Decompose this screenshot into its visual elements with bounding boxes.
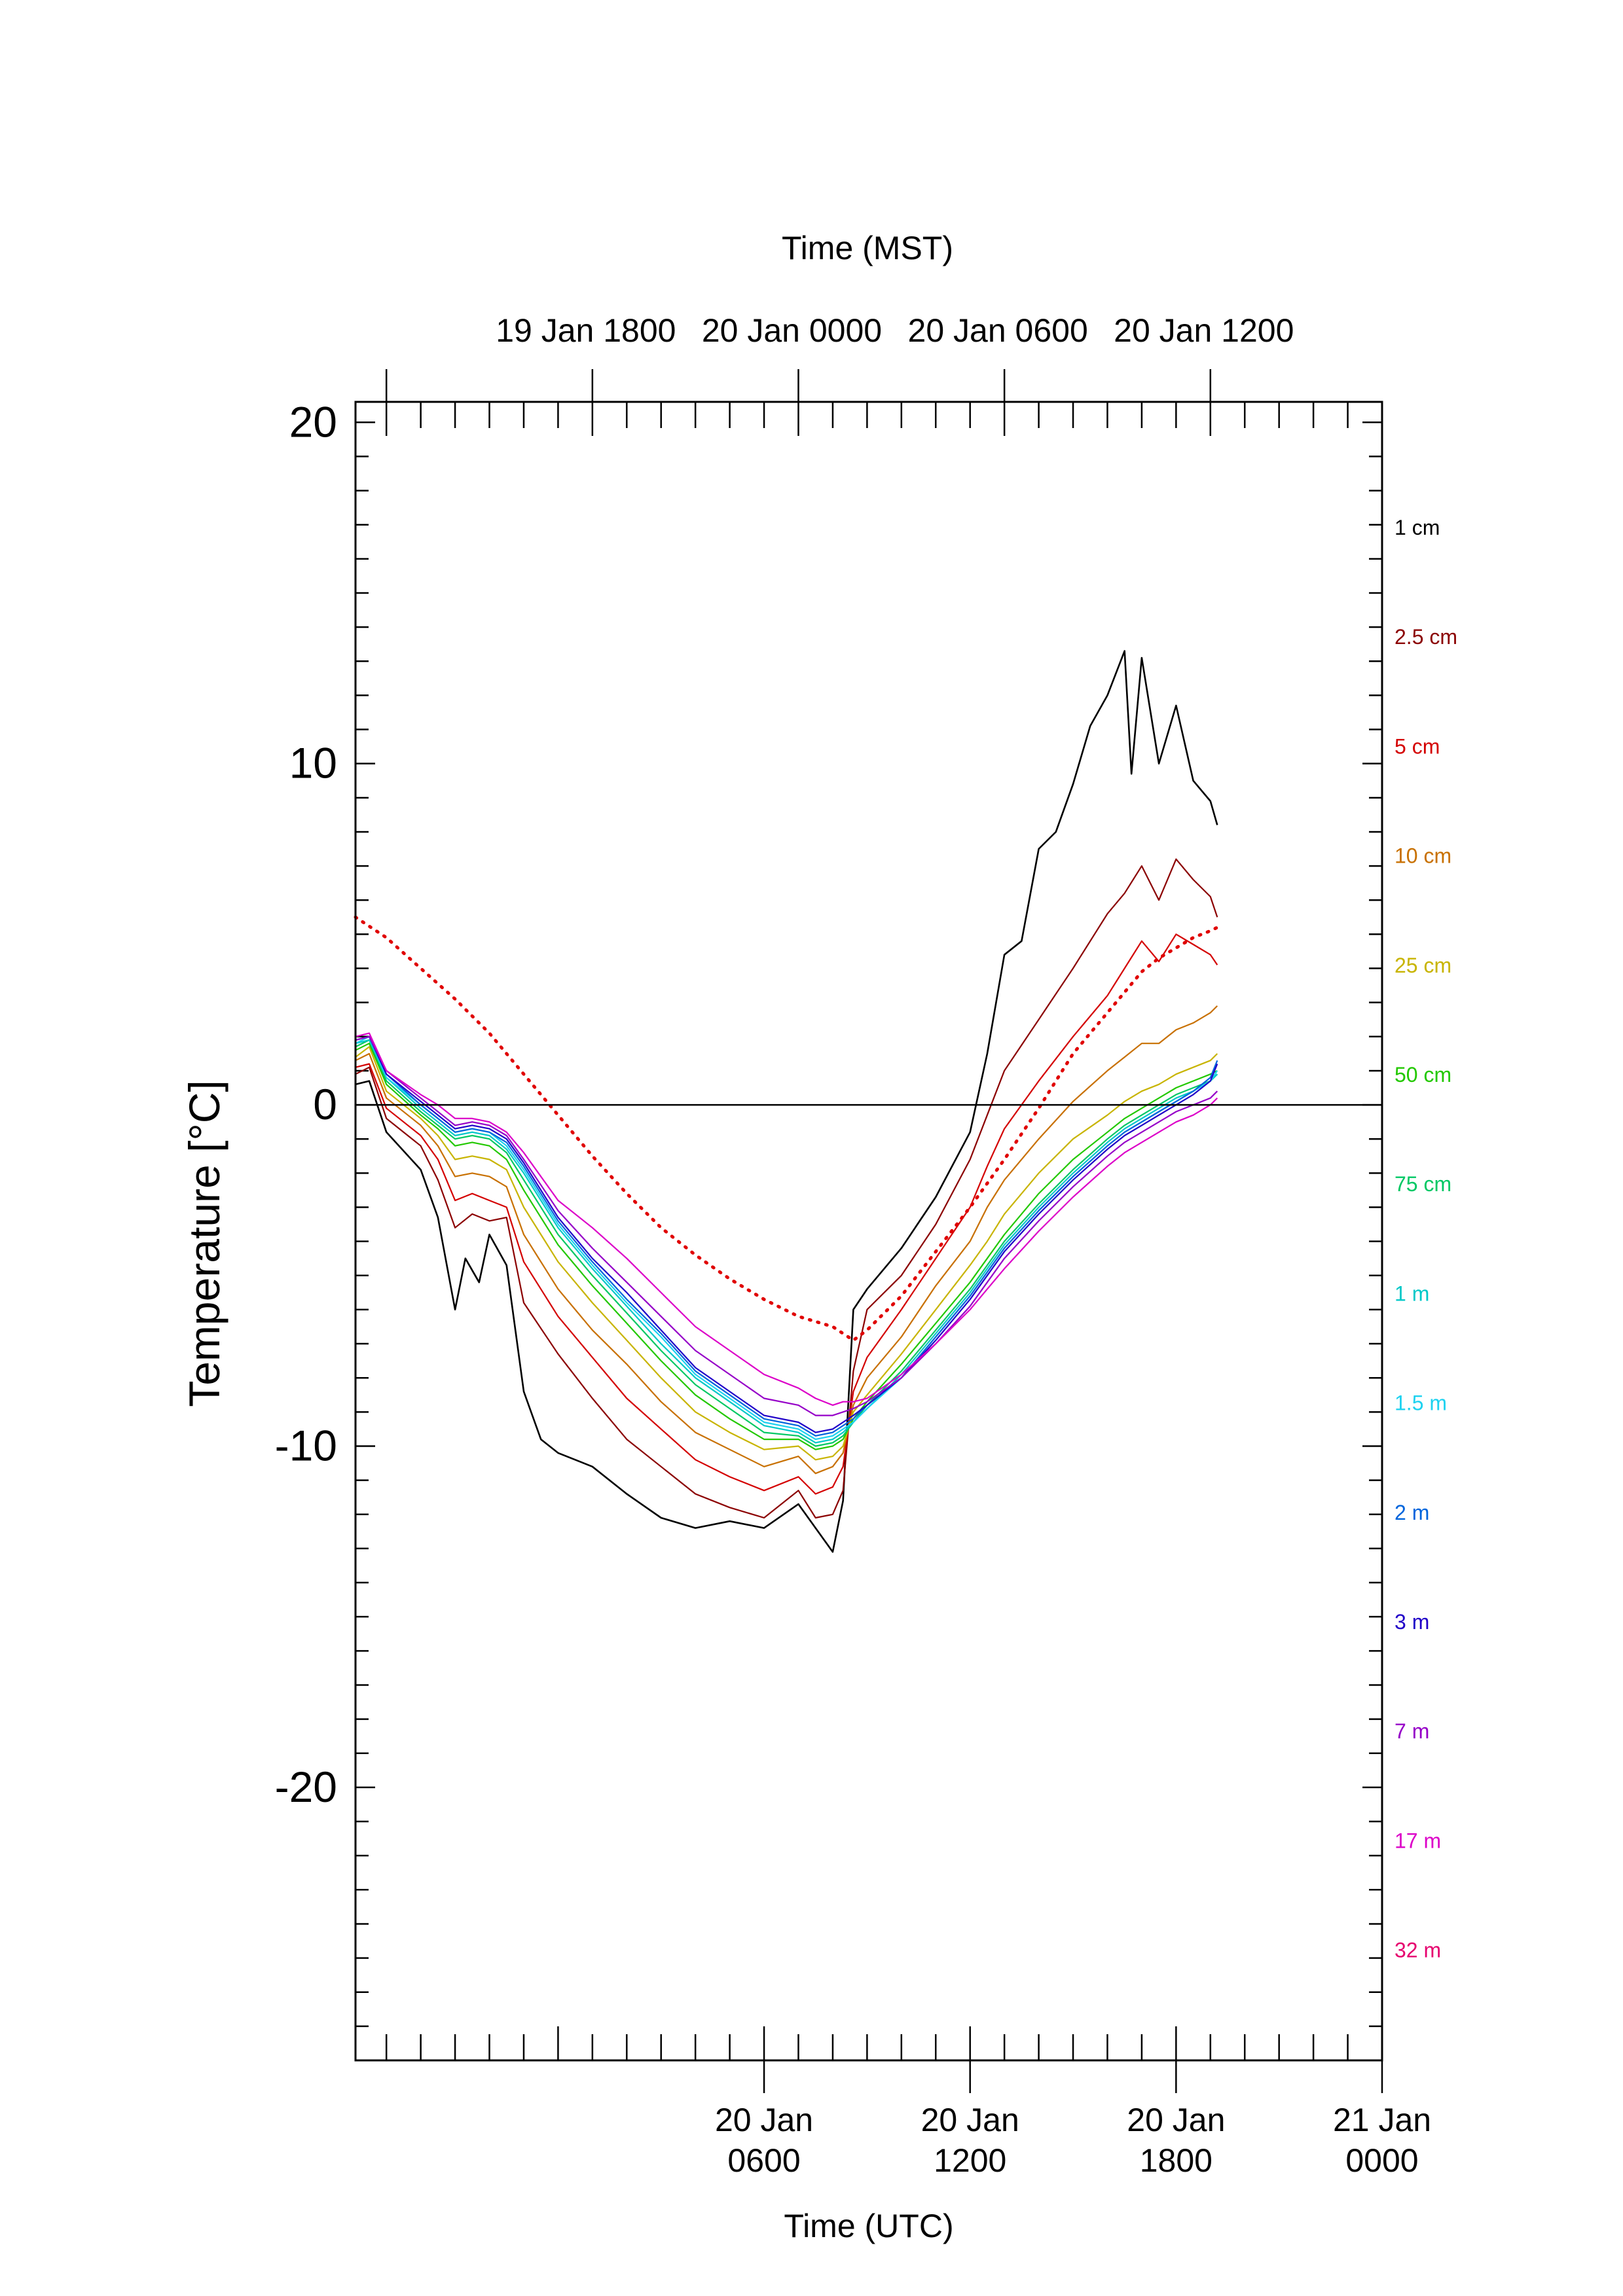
top-tick-labels: 19 Jan 1800 20 Jan 0000 20 Jan 0600 20 Jan … bbox=[496, 312, 1294, 349]
series-line bbox=[355, 1043, 1218, 1450]
bottom-tick-label-time: 0000 bbox=[1345, 2142, 1418, 2179]
legend-entry: 1 cm bbox=[1395, 516, 1440, 539]
bottom-tick-labels: 20 Jan 0600 20 Jan 1200 20 Jan 1800 21 Jan 0000 bbox=[715, 2102, 1431, 2179]
top-axis-title: Time (MST) bbox=[782, 230, 953, 266]
bottom-tick-label-date: 20 Jan bbox=[715, 2102, 813, 2138]
bottom-tick-label-time: 0600 bbox=[727, 2142, 800, 2179]
bottom-tick-label-date: 20 Jan bbox=[921, 2102, 1019, 2138]
legend-entry: 5 cm bbox=[1395, 734, 1440, 758]
bottom-tick-label-time: 1800 bbox=[1140, 2142, 1213, 2179]
y-tick-label: 10 bbox=[289, 739, 337, 787]
series-line bbox=[354, 915, 1219, 1342]
bottom-axis-title: Time (UTC) bbox=[784, 2208, 953, 2244]
series-line bbox=[355, 1035, 1218, 1437]
legend-entry: 3 m bbox=[1395, 1610, 1429, 1634]
series-line bbox=[355, 1035, 1218, 1441]
series-line bbox=[355, 650, 1218, 1553]
legend-entry: 2 m bbox=[1395, 1501, 1429, 1524]
series-line bbox=[355, 1039, 1218, 1447]
legend-entry: 10 cm bbox=[1395, 844, 1451, 868]
y-tick-label: -20 bbox=[275, 1763, 337, 1811]
series-line bbox=[355, 1035, 1218, 1416]
legend: 1 cm 2.5 cm 5 cm 10 cm 25 cm 50 cm 75 cm 1 m 1.5… bbox=[1395, 516, 1457, 1962]
y-tick-label: 20 bbox=[289, 397, 337, 446]
y-tick-labels: 20 10 0 -10 -20 bbox=[275, 397, 337, 1811]
legend-entry: 2.5 cm bbox=[1395, 625, 1457, 649]
top-tick-label: 19 Jan 1800 bbox=[496, 312, 676, 349]
top-tick-label: 20 Jan 1200 bbox=[1114, 312, 1294, 349]
series-line bbox=[355, 1039, 1218, 1444]
plot-frame bbox=[354, 401, 1383, 2062]
y-tick-label: 0 bbox=[313, 1080, 337, 1128]
bottom-tick-label-date: 20 Jan bbox=[1127, 2102, 1225, 2138]
legend-entry: 75 cm bbox=[1395, 1172, 1451, 1196]
legend-entry: 25 cm bbox=[1395, 954, 1451, 977]
y-axis-title: Temperature [°C] bbox=[180, 1080, 228, 1407]
series-line bbox=[355, 1046, 1218, 1461]
top-tick-label: 20 Jan 0600 bbox=[908, 312, 1088, 349]
bottom-tick-label-time: 1200 bbox=[934, 2142, 1006, 2179]
legend-entry: 50 cm bbox=[1395, 1063, 1451, 1086]
bottom-tick-label-date: 21 Jan bbox=[1333, 2102, 1431, 2138]
y-tick-label: -10 bbox=[275, 1421, 337, 1469]
legend-entry: 17 m bbox=[1395, 1829, 1441, 1852]
series-line bbox=[355, 858, 1218, 1519]
axis-ticks bbox=[356, 369, 1383, 2093]
series-line bbox=[355, 1032, 1218, 1406]
series-line bbox=[355, 1005, 1218, 1475]
legend-entry: 1 m bbox=[1395, 1282, 1429, 1305]
top-tick-label: 20 Jan 0000 bbox=[702, 312, 882, 349]
series-line bbox=[355, 1035, 1218, 1433]
series-line bbox=[355, 933, 1218, 1495]
legend-entry: 32 m bbox=[1395, 1939, 1441, 1962]
legend-entry: 7 m bbox=[1395, 1719, 1429, 1743]
legend-entry: 1.5 m bbox=[1395, 1391, 1447, 1415]
series-lines bbox=[354, 650, 1219, 1553]
